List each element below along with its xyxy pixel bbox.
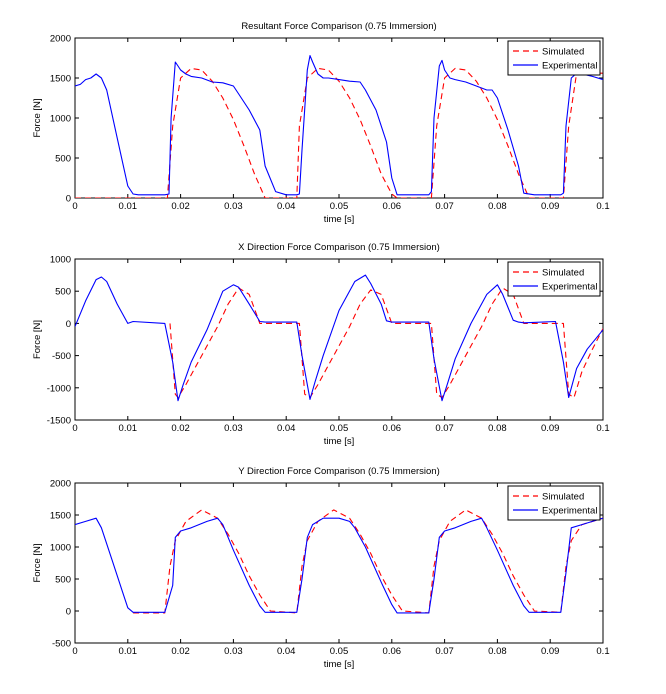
legend-label-experimental: Experimental (542, 506, 597, 517)
legend-box (507, 261, 601, 297)
y-tick-label: -500 (52, 351, 71, 362)
x-tick-label: 0.03 (224, 201, 243, 212)
chart-title: Y Direction Force Comparison (0.75 Immer… (238, 466, 440, 477)
x-tick-label: 0.08 (488, 201, 507, 212)
x-tick-label: 0.01 (119, 423, 138, 434)
x-axis-label: time [s] (324, 214, 355, 225)
chart-title: X Direction Force Comparison (0.75 Immer… (238, 242, 440, 253)
series-line-simulated (75, 67, 603, 198)
x-tick-label: 0.1 (596, 423, 609, 434)
legend-box (507, 40, 601, 76)
legend-label-simulated: Simulated (542, 492, 584, 503)
y-tick-label: 500 (55, 575, 71, 586)
series-line-experimental (75, 517, 603, 614)
x-tick-label: 0.04 (277, 201, 296, 212)
x-tick-label: 0.1 (596, 646, 609, 657)
x-tick-label: 0.03 (224, 423, 243, 434)
legend: Simulated Experimental (507, 485, 601, 521)
legend-box (507, 485, 601, 521)
x-tick-label: 0.04 (277, 423, 296, 434)
x-tick-label: 0.07 (435, 423, 454, 434)
x-tick-label: 0.01 (119, 646, 138, 657)
x-tick-label: 0.06 (383, 201, 402, 212)
series-line-simulated (133, 509, 603, 614)
y-tick-label: -1500 (47, 416, 71, 427)
legend-label-simulated: Simulated (542, 268, 584, 279)
y-tick-label: 1500 (50, 511, 71, 522)
y-tick-label: 1000 (50, 114, 71, 125)
y-axis-label: Force [N] (32, 543, 43, 582)
y-tick-label: 2000 (50, 34, 71, 45)
legend: Simulated Experimental (507, 261, 601, 297)
chart-panel-1: Resultant Force Comparison (0.75 Immersi… (32, 21, 610, 225)
x-tick-label: 0 (72, 646, 77, 657)
x-tick-label: 0.01 (119, 201, 138, 212)
x-axis-label: time [s] (324, 436, 355, 447)
y-axis-label: Force [N] (32, 320, 43, 359)
y-tick-label: 0 (66, 607, 71, 618)
x-tick-label: 0.09 (541, 646, 560, 657)
x-tick-label: 0.02 (171, 423, 190, 434)
legend-label-simulated: Simulated (542, 47, 584, 58)
legend: Simulated Experimental (507, 40, 601, 76)
y-tick-label: 500 (55, 287, 71, 298)
x-tick-label: 0.03 (224, 646, 243, 657)
x-tick-label: 0.09 (541, 423, 560, 434)
chart-panel-2: X Direction Force Comparison (0.75 Immer… (32, 242, 610, 447)
y-tick-label: 1500 (50, 74, 71, 85)
x-tick-label: 0.02 (171, 201, 190, 212)
series-line-simulated (169, 287, 603, 399)
series-line-experimental (75, 274, 603, 402)
x-tick-label: 0.06 (383, 646, 402, 657)
legend-label-experimental: Experimental (542, 61, 597, 72)
legend-label-experimental: Experimental (542, 282, 597, 293)
x-tick-label: 0.04 (277, 646, 296, 657)
x-tick-label: 0.07 (435, 201, 454, 212)
y-tick-label: 1000 (50, 255, 71, 266)
y-tick-label: 0 (66, 319, 71, 330)
chart-title: Resultant Force Comparison (0.75 Immersi… (241, 21, 436, 32)
x-tick-label: 0.02 (171, 646, 190, 657)
x-axis-label: time [s] (324, 659, 355, 670)
y-tick-label: 2000 (50, 479, 71, 490)
x-tick-label: 0 (72, 423, 77, 434)
x-tick-label: 0 (72, 201, 77, 212)
x-tick-label: 0.05 (330, 423, 349, 434)
y-tick-label: 0 (66, 194, 71, 205)
y-tick-label: 500 (55, 154, 71, 165)
y-tick-label: -500 (52, 639, 71, 650)
y-tick-label: 1000 (50, 543, 71, 554)
x-tick-label: 0.08 (488, 423, 507, 434)
x-tick-label: 0.05 (330, 201, 349, 212)
y-tick-label: -1000 (47, 383, 71, 394)
x-tick-label: 0.1 (596, 201, 609, 212)
series-line-experimental (75, 55, 603, 196)
x-tick-label: 0.06 (383, 423, 402, 434)
y-axis-label: Force [N] (32, 98, 43, 137)
x-tick-label: 0.09 (541, 201, 560, 212)
x-tick-label: 0.05 (330, 646, 349, 657)
chart-panel-3: Y Direction Force Comparison (0.75 Immer… (32, 466, 610, 670)
x-tick-label: 0.07 (435, 646, 454, 657)
x-tick-label: 0.08 (488, 646, 507, 657)
